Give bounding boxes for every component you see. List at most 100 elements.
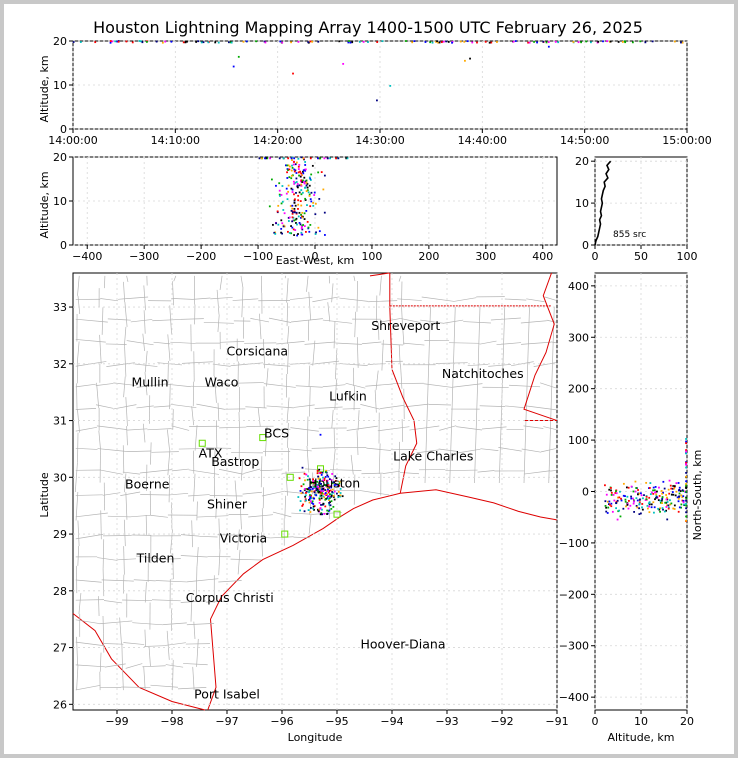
county-boundary (312, 296, 340, 303)
altitude-histogram-panel: 0 50 100 0 10 20 (575, 155, 698, 263)
county-boundary (102, 568, 105, 597)
altitude-ns-source-point (641, 506, 643, 509)
plan-view-source-point (317, 475, 320, 478)
time-height-ylabel: Altitude, km (38, 55, 51, 122)
plan-view-source-point (341, 495, 344, 498)
east-west-source-point (273, 231, 276, 234)
county-boundary (97, 448, 125, 452)
county-boundary (172, 281, 174, 306)
county-boundary (354, 311, 357, 338)
county-boundary (142, 665, 166, 668)
plan-view-source-point (313, 485, 316, 488)
county-boundary (339, 297, 369, 302)
east-west-source-point (301, 181, 304, 183)
east-west-source-point (314, 213, 317, 216)
altitude-ns-source-point (605, 506, 608, 509)
east-west-source-point (300, 189, 303, 191)
east-west-source-point (280, 219, 283, 222)
county-boundary (121, 643, 123, 672)
county-boundary (235, 382, 264, 384)
county-boundary (263, 363, 291, 367)
county-boundary (190, 595, 193, 622)
east-west-source-point (309, 177, 312, 180)
east-west-source-point (268, 205, 271, 208)
time-height-source-point (186, 40, 188, 43)
county-boundary (121, 686, 151, 688)
county-boundary (237, 549, 241, 575)
east-west-source-point (298, 211, 301, 214)
plan-view-source-point (308, 491, 310, 494)
east-west-source-point (296, 185, 299, 187)
east-west-ytick-label: 0 (60, 239, 67, 252)
time-height-xtick-label: 14:30:00 (355, 134, 404, 147)
east-west-source-point (291, 212, 294, 215)
east-west-source-point (290, 169, 293, 172)
county-boundary (77, 520, 80, 547)
plan-view-source-point (310, 482, 313, 485)
altitude-ns-source-point (672, 493, 675, 496)
east-west-source-point (287, 184, 290, 187)
time-height-source-point (245, 40, 248, 43)
east-west-source-point (304, 186, 307, 189)
plan-view-ytick-label: 26 (53, 698, 67, 711)
altitude-histogram-xtick-label: 100 (677, 250, 698, 263)
plan-view-source-point (328, 503, 331, 506)
county-boundary (167, 334, 171, 362)
east-west-xtick-label: −400 (72, 250, 102, 263)
time-height-source-point (349, 41, 352, 44)
county-boundary (151, 451, 179, 453)
east-west-source-point (310, 200, 313, 203)
east-west-source-point (303, 218, 306, 220)
east-west-source-point (292, 180, 295, 183)
county-boundary (150, 684, 178, 688)
county-boundary (540, 382, 557, 389)
altitude-ns-source-point (666, 518, 669, 521)
altitude-ns-source-point (648, 505, 651, 508)
county-boundary (345, 382, 366, 389)
county-boundary (359, 490, 390, 496)
county-boundary (332, 470, 336, 499)
east-west-source-point (297, 199, 300, 202)
time-height-source-point (131, 41, 134, 44)
altitude-ns-source-point (677, 510, 680, 513)
altitude-ns-source-point (680, 494, 683, 497)
county-boundary (75, 684, 101, 691)
plan-view-source-point (327, 483, 330, 486)
plan-view-source-point (303, 488, 306, 490)
east-west-source-point (301, 174, 303, 177)
east-west-source-point (286, 177, 289, 179)
city-label: Tilden (136, 550, 175, 565)
east-west-source-point (258, 157, 261, 160)
altitude-ns-source-point (610, 489, 612, 492)
time-height-source-point (413, 40, 416, 43)
altitude-ns-source-point (665, 494, 668, 496)
time-height-source-point (217, 41, 220, 44)
plan-view-source-point (326, 474, 329, 477)
altitude-ns-source-point (663, 487, 666, 490)
east-west-source-point (265, 157, 267, 160)
county-boundary (219, 275, 223, 290)
plan-view-source-point (309, 494, 311, 496)
east-west-source-point (305, 179, 308, 182)
county-boundary (143, 666, 146, 691)
plan-view-source-point (311, 487, 314, 490)
county-boundary (203, 447, 232, 449)
east-west-source-point (303, 168, 306, 171)
county-boundary (196, 501, 198, 521)
county-boundary (520, 320, 547, 324)
plan-view-source-point (325, 469, 328, 472)
county-boundary (140, 494, 168, 496)
time-height-source-point (161, 41, 164, 44)
county-boundary (188, 469, 220, 475)
time-height-source-point (466, 40, 469, 43)
altitude-ns-source-point (606, 500, 609, 503)
plan-view-source-point (314, 483, 317, 485)
altitude-ns-source-point (669, 499, 671, 502)
plan-view-source-point (309, 488, 312, 491)
county-boundary (142, 333, 145, 351)
county-boundary (75, 426, 97, 432)
county-boundary (217, 402, 220, 421)
altitude-ns-source-point (661, 496, 664, 498)
plan-view-source-point (330, 494, 333, 497)
altitude-ns-xtick-label: 20 (680, 715, 694, 728)
